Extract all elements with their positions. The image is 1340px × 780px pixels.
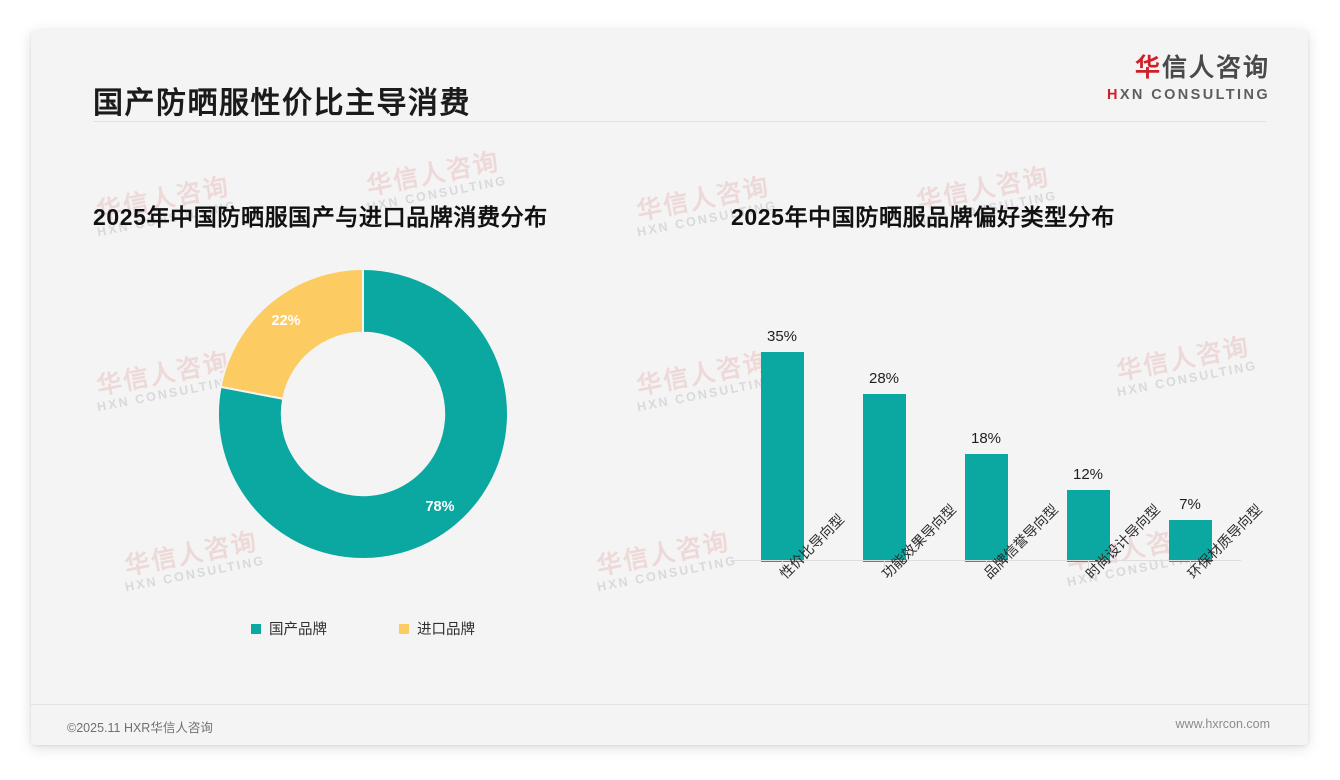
bar-chart-axis-line [731, 560, 1241, 561]
legend-swatch-imported [399, 623, 409, 634]
slide-footer: ©2025.11 HXR华信人咨询 www.hxrcon.com [31, 704, 1308, 745]
slide-header: 国产防晒服性价比主导消费 华信人咨询 HXN CONSULTING [31, 30, 1308, 122]
footer-copyright: ©2025.11 HXR华信人咨询 [67, 721, 213, 735]
bar-value-label: 18% [970, 430, 1002, 447]
bar-axis-tick [986, 561, 987, 568]
header-divider [93, 121, 1266, 122]
page-title: 国产防晒服性价比主导消费 [93, 87, 471, 120]
bar-value-label: 35% [766, 328, 798, 345]
watermark-cn: 华信人咨询 [594, 527, 733, 581]
bar-column: 7% [1150, 292, 1230, 562]
slide-canvas: 华信人咨询 HXN CONSULTING 华信人咨询 HXN CONSULTIN… [31, 30, 1308, 745]
donut-slice-imported[interactable] [219, 267, 364, 400]
donut-slice-domestic[interactable] [217, 267, 509, 560]
bar-rect[interactable] [1066, 490, 1110, 562]
donut-chart: 78% 22% [214, 265, 512, 563]
donut-chart-svg: 78% 22% [217, 267, 509, 560]
logo-chinese-rest: 信人咨询 [1161, 54, 1270, 82]
bar-axis-tick [1088, 561, 1089, 568]
bar-rect[interactable] [964, 454, 1008, 562]
left-chart-title: 2025年中国防晒服国产与进口品牌消费分布 [93, 204, 548, 230]
legend-label-imported: 进口品牌 [417, 622, 475, 638]
logo-english: HXN CONSULTING [1107, 87, 1270, 103]
footer-website[interactable]: www.hxrcon.com [1175, 717, 1270, 731]
bar-column: 12% [1048, 292, 1128, 562]
logo-chinese: 华信人咨询 [1107, 54, 1270, 83]
legend-label-domestic: 国产品牌 [269, 622, 327, 638]
donut-legend: 国产品牌 进口品牌 [214, 618, 512, 639]
bar-column: 18% [946, 292, 1026, 562]
bar-value-label: 28% [868, 370, 900, 387]
logo-english-red: H [1106, 86, 1120, 103]
bar-rect[interactable] [862, 394, 906, 562]
watermark-en: HXN CONSULTING [596, 553, 739, 595]
bar-column: 28% [844, 292, 924, 562]
right-chart-title: 2025年中国防晒服品牌偏好类型分布 [731, 204, 1115, 230]
bar-rect[interactable] [1168, 520, 1212, 562]
legend-item-imported[interactable]: 进口品牌 [399, 618, 475, 639]
donut-value-label-imported: 22% [272, 313, 301, 329]
legend-item-domestic[interactable]: 国产品牌 [251, 618, 327, 639]
company-logo: 华信人咨询 HXN CONSULTING [1107, 54, 1270, 103]
logo-chinese-red: 华 [1134, 54, 1162, 82]
logo-english-rest: XN CONSULTING [1119, 86, 1270, 103]
bar-value-label: 7% [1179, 496, 1201, 513]
bar-axis-tick [1190, 561, 1191, 568]
bar-chart: 35% 28% 18% 12% 7% [731, 292, 1241, 562]
donut-value-label-domestic: 78% [425, 499, 454, 515]
bar-rect[interactable] [760, 352, 804, 562]
bar-axis-tick [782, 561, 783, 568]
bar-value-label: 12% [1072, 466, 1104, 483]
bar-axis-tick [884, 561, 885, 568]
bar-column: 35% [742, 292, 822, 562]
legend-swatch-domestic [251, 623, 261, 634]
watermark-cn: 华信人咨询 [364, 147, 503, 201]
